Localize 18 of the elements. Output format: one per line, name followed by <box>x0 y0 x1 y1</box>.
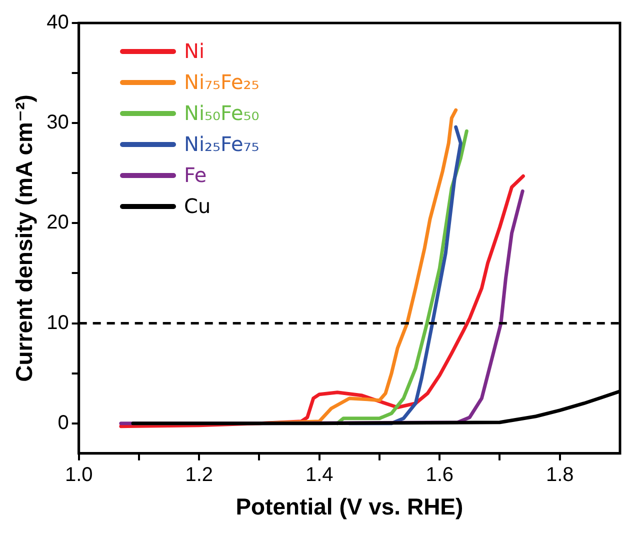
y-tick-label: 10 <box>46 312 69 334</box>
legend-label: Ni <box>184 38 205 65</box>
y-tick-label: 20 <box>46 212 69 234</box>
y-axis-title: Current density (mA cm⁻²) <box>11 94 38 382</box>
x-tick-label: 1.2 <box>185 464 214 486</box>
legend-label: Ni₂₅Fe₇₅ <box>184 131 260 158</box>
legend-label: Ni₅₀Fe₅₀ <box>184 100 260 127</box>
y-tick-label: 30 <box>46 112 69 134</box>
x-axis-title: Potential (V vs. RHE) <box>236 494 464 520</box>
x-tick-label: 1.0 <box>64 464 93 486</box>
y-tick-label: 0 <box>58 412 69 434</box>
legend-label: Cu <box>184 193 211 220</box>
x-tick-label: 1.8 <box>546 464 574 486</box>
x-tick-label: 1.6 <box>426 464 454 486</box>
legend-label: Fe <box>184 162 207 189</box>
legend-label: Ni₇₅Fe₂₅ <box>184 69 260 96</box>
x-tick-label: 1.4 <box>305 464 334 486</box>
y-tick-label: 40 <box>46 12 69 34</box>
